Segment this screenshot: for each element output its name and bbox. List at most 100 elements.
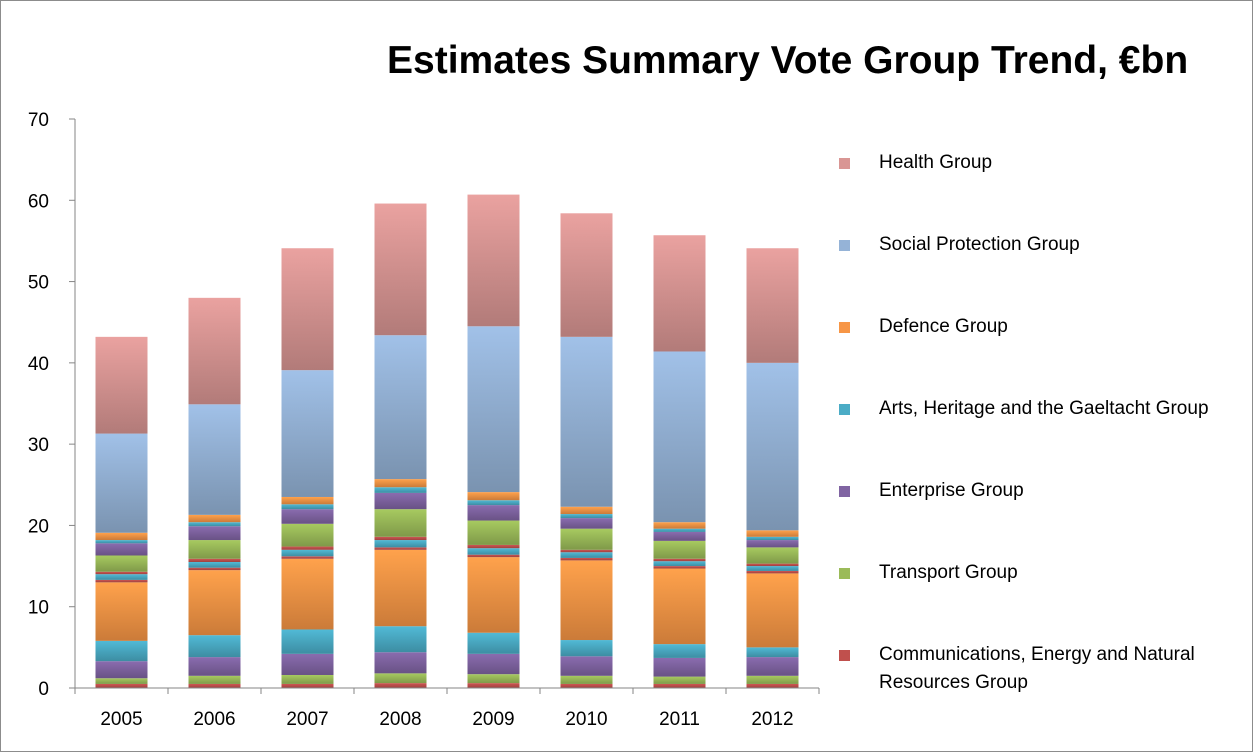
bar-segment-2008-11 [374,479,427,488]
bar-segment-2011-8 [653,540,706,559]
bar-segment-2007-1 [281,674,334,684]
bar-segment-2008-3 [374,626,427,653]
bar-segment-2007-3 [281,629,334,654]
bar-segment-2006-9 [188,526,241,541]
legend-swatch [839,240,850,251]
bar-segment-2005-7 [95,571,148,575]
bar-segment-2012-1 [746,675,799,684]
y-tick-label: 10 [28,598,49,619]
bar-segment-2009-4 [467,557,520,633]
y-tick-label: 60 [28,191,49,212]
bar-segment-2009-5 [467,554,520,558]
bar-segment-2011-6 [653,561,706,567]
bar-segment-2012-3 [746,647,799,658]
bar-segment-2010-12 [560,336,613,507]
bar-segment-2010-7 [560,549,613,553]
bar-segment-2009-1 [467,674,520,684]
x-tick-label: 2011 [659,709,700,730]
legend-swatch [839,568,850,579]
bar-segment-2008-9 [374,492,427,510]
bar-segment-2006-8 [188,540,241,559]
axes-layer: 0 10 20 30 40 50 60 70 2005 2006 2007 2008 2009 2010 2… [28,110,820,730]
x-tick-label: 2009 [472,709,514,730]
bar-segment-2007-12 [281,370,334,497]
bar-segment-2005-1 [95,678,148,684]
y-tick-label: 30 [28,435,49,456]
bar-segment-2005-11 [95,532,148,541]
bar-segment-2010-10 [560,514,613,519]
bar-segment-2005-13 [95,336,148,434]
bar-segment-2009-0 [467,683,520,688]
x-tick-label: 2007 [286,709,328,730]
bar-segment-2008-0 [374,683,427,688]
legend-label: Enterprise Group [879,480,1024,501]
bar-segment-2007-2 [281,653,334,675]
bar-segment-2008-8 [374,509,427,537]
bar-segment-2010-2 [560,656,613,676]
bar-segment-2012-6 [746,566,799,571]
bar-segment-2011-3 [653,644,706,658]
bar-segment-2010-8 [560,528,613,550]
bar-segment-2008-7 [374,536,427,541]
bar-segment-2008-4 [374,549,427,627]
bar-segment-2012-13 [746,248,799,363]
bar-segment-2012-9 [746,540,799,548]
bar-segment-2010-5 [560,557,613,561]
bar-segment-2011-4 [653,568,706,645]
bar-segment-2011-1 [653,676,706,684]
legend-swatch [839,650,850,661]
bar-segment-2005-0 [95,683,148,688]
y-tick-label: 0 [38,679,49,700]
bar-segment-2006-2 [188,657,241,676]
bar-segment-2005-4 [95,582,148,641]
bar-segment-2010-3 [560,640,613,657]
bars-layer [95,194,799,688]
bar-segment-2007-13 [281,248,334,371]
bar-segment-2005-9 [95,543,148,556]
bar-segment-2009-3 [467,632,520,654]
legend-label: Communications, Energy and Natural Resou… [879,644,1195,693]
y-tick-label: 40 [28,354,49,375]
bar-segment-2006-13 [188,297,241,405]
bar-segment-2011-2 [653,657,706,677]
y-tick-label: 20 [28,516,49,537]
bar-segment-2009-6 [467,548,520,555]
bar-segment-2007-4 [281,558,334,630]
bar-segment-2007-7 [281,546,334,550]
y-tick-label: 50 [28,273,49,294]
bar-segment-2007-5 [281,556,334,559]
bar-segment-2006-4 [188,570,241,636]
bar-segment-2012-0 [746,683,799,688]
bar-segment-2006-7 [188,558,241,563]
bar-segment-2007-6 [281,549,334,557]
x-tick-label: 2005 [100,709,142,730]
bar-segment-2011-11 [653,522,706,529]
bar-segment-2006-6 [188,562,241,568]
bar-segment-2009-12 [467,326,520,493]
bar-segment-2009-2 [467,653,520,675]
bar-segment-2007-10 [281,504,334,510]
bar-segment-2008-5 [374,547,427,550]
bar-segment-2009-10 [467,500,520,506]
bar-segment-2012-7 [746,563,799,567]
legend-label: Health Group [879,152,993,173]
bar-segment-2005-10 [95,540,148,544]
bar-segment-2006-0 [188,683,241,688]
bar-segment-2012-10 [746,536,799,541]
chart-title: Estimates Summary Vote Group Trend, €bn [387,39,1189,82]
legend-label: Arts, Heritage and the Gaeltacht Group [879,398,1209,419]
bar-segment-2008-6 [374,540,427,548]
bar-segment-2008-1 [374,673,427,684]
bar-segment-2011-12 [653,351,706,523]
bar-segment-2008-12 [374,335,427,480]
bar-segment-2010-0 [560,683,613,688]
x-tick-label: 2010 [565,709,607,730]
bar-segment-2005-2 [95,661,148,679]
bar-segment-2011-0 [653,683,706,688]
bar-segment-2009-8 [467,520,520,545]
bar-segment-2011-10 [653,528,706,532]
bar-segment-2009-11 [467,492,520,501]
bar-segment-2010-1 [560,675,613,684]
bar-segment-2009-9 [467,505,520,521]
